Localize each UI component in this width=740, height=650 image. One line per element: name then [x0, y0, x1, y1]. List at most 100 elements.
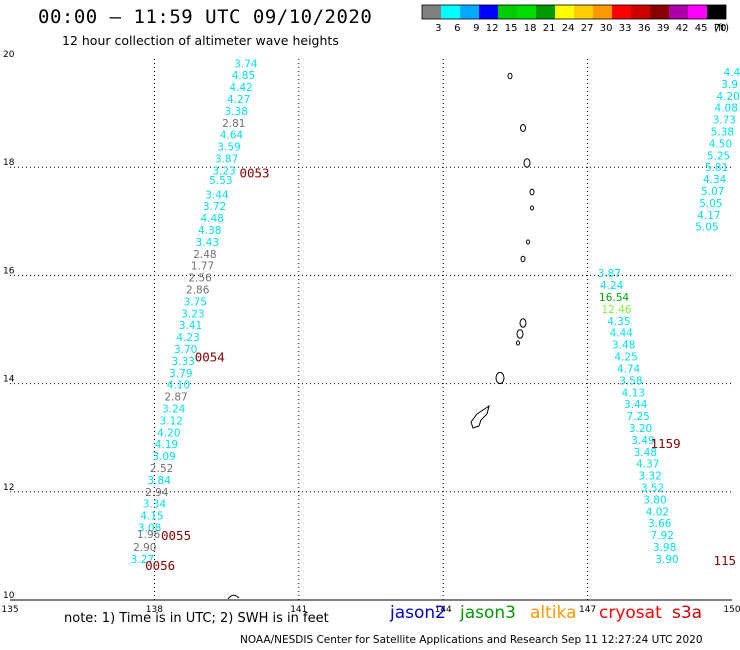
- time-label: 0053: [239, 166, 269, 181]
- credit-line: NOAA/NESDIS Center for Satellite Applica…: [240, 634, 703, 646]
- swh-value: 5.38: [711, 126, 734, 138]
- swh-value: 3.59: [217, 142, 240, 154]
- swh-value: 4.25: [614, 352, 637, 364]
- swh-value: 5.07: [701, 186, 724, 198]
- swh-value: 4.13: [622, 387, 645, 399]
- swh-value: 3.87: [215, 154, 238, 166]
- legend-label: 45: [695, 23, 708, 34]
- swh-value: 3.20: [629, 423, 652, 435]
- island-outline: [526, 239, 530, 245]
- y-tick-label: 10: [3, 591, 15, 601]
- footer-note: note: 1) Time is in UTC; 2) SWH is in fe…: [64, 611, 329, 626]
- swh-value: 3.43: [196, 237, 219, 249]
- swh-value: 4.34: [703, 174, 727, 186]
- y-tick-label: 14: [3, 375, 15, 385]
- legend-label: 15: [505, 23, 518, 34]
- swh-value: 3.98: [653, 542, 676, 554]
- swh-value: 3.75: [184, 296, 207, 308]
- swh-value: 4.74: [617, 363, 641, 375]
- legend-swatch: [498, 5, 517, 19]
- swh-value: 4.4: [724, 67, 740, 79]
- swh-value: 3.66: [648, 518, 672, 530]
- island-outline: [523, 158, 531, 168]
- legend-swatch: [688, 5, 707, 19]
- swh-value: 5.53: [209, 175, 232, 187]
- swh-value: 2.90: [133, 542, 156, 554]
- island-outline: [520, 124, 526, 132]
- legend-label: 18: [524, 23, 537, 34]
- legend-label: 6: [454, 23, 460, 34]
- swh-value: 4.10: [167, 380, 190, 392]
- jason2-label: jason2: [390, 603, 446, 623]
- swh-value: 2.86: [186, 284, 210, 296]
- swh-value: 3.44: [624, 399, 648, 411]
- swh-value: 3.27: [131, 554, 154, 566]
- swh-value: 3.87: [598, 268, 621, 280]
- legend-swatch: [422, 5, 441, 19]
- swh-value: 3.84: [148, 475, 172, 487]
- swh-value: 3.58: [619, 375, 642, 387]
- time-label: 1159: [651, 436, 681, 451]
- island-outline: [530, 205, 534, 211]
- swh-value: 4.20: [157, 427, 180, 439]
- legend-swatch: [669, 5, 688, 19]
- swh-value: 4.50: [709, 138, 732, 150]
- swh-value: 3.49: [631, 435, 654, 447]
- swh-value: 4.17: [697, 210, 720, 222]
- y-tick-label: 16: [3, 266, 15, 276]
- island-outline: [519, 318, 527, 328]
- swh-value: 7.92: [651, 530, 674, 542]
- swh-value: 4.27: [227, 94, 250, 106]
- legend-unit: (ft): [714, 23, 729, 34]
- altika-label: altika: [530, 603, 577, 623]
- legend-label: 21: [543, 23, 556, 34]
- swh-value: 3.72: [203, 201, 226, 213]
- jason3-label: jason3: [460, 603, 516, 623]
- legend-swatch: [593, 5, 612, 19]
- x-tick-label: 141: [290, 605, 307, 615]
- swh-value: 3.90: [655, 554, 678, 566]
- legend-label: 30: [600, 23, 613, 34]
- swh-value: 4.02: [646, 506, 669, 518]
- swh-value: 4.35: [607, 316, 630, 328]
- swh-value: 4.08: [715, 103, 738, 115]
- x-tick-label: 144: [435, 605, 452, 615]
- chart-title: 00:00 – 11:59 UTC 09/10/2020: [38, 6, 373, 28]
- swh-value: 3.44: [205, 189, 229, 201]
- swh-value: 3.32: [638, 471, 661, 483]
- swh-value: 3.70: [174, 344, 197, 356]
- swh-value: 4.44: [610, 328, 634, 340]
- legend-swatch: [650, 5, 669, 19]
- x-tick-label: 147: [579, 605, 596, 615]
- time-label: 115: [713, 553, 736, 568]
- swh-value: 4.42: [229, 82, 252, 94]
- island-outline: [516, 329, 524, 339]
- swh-value: 4.19: [155, 439, 178, 451]
- swh-value: 3.08: [138, 523, 161, 535]
- color-legend: 3 6 9 12 15 18 21 24 27 30 33 36 39 42 45 70(ft): [421, 4, 729, 34]
- legend-label: 24: [562, 23, 575, 34]
- swh-value: 3.23: [212, 165, 235, 177]
- swh-value: 3.41: [179, 320, 202, 332]
- swh-value: 5.05: [699, 198, 722, 210]
- x-tick-label: 135: [1, 605, 18, 615]
- x-tick-label: 150: [723, 605, 740, 615]
- legend-label: 12: [486, 23, 499, 34]
- island-outline: [520, 255, 526, 263]
- swh-value: 3.48: [612, 340, 635, 352]
- swh-value: 4.20: [716, 91, 739, 103]
- swh-value: 3.52: [641, 482, 664, 494]
- y-tick-label: 20: [3, 50, 15, 60]
- legend-swatch: [707, 5, 726, 19]
- swh-value: 3.79: [169, 368, 192, 380]
- swh-value: 2.56: [188, 273, 212, 285]
- swh-value: 4.64: [220, 130, 244, 142]
- island-outline: [529, 188, 535, 196]
- guam-outline: [470, 404, 490, 429]
- swh-value: 5.05: [695, 222, 718, 234]
- swh-value: 3.23: [181, 308, 204, 320]
- island-outline: [516, 340, 520, 346]
- swh-value: 4.85: [232, 70, 255, 82]
- legend-swatch: [574, 5, 593, 19]
